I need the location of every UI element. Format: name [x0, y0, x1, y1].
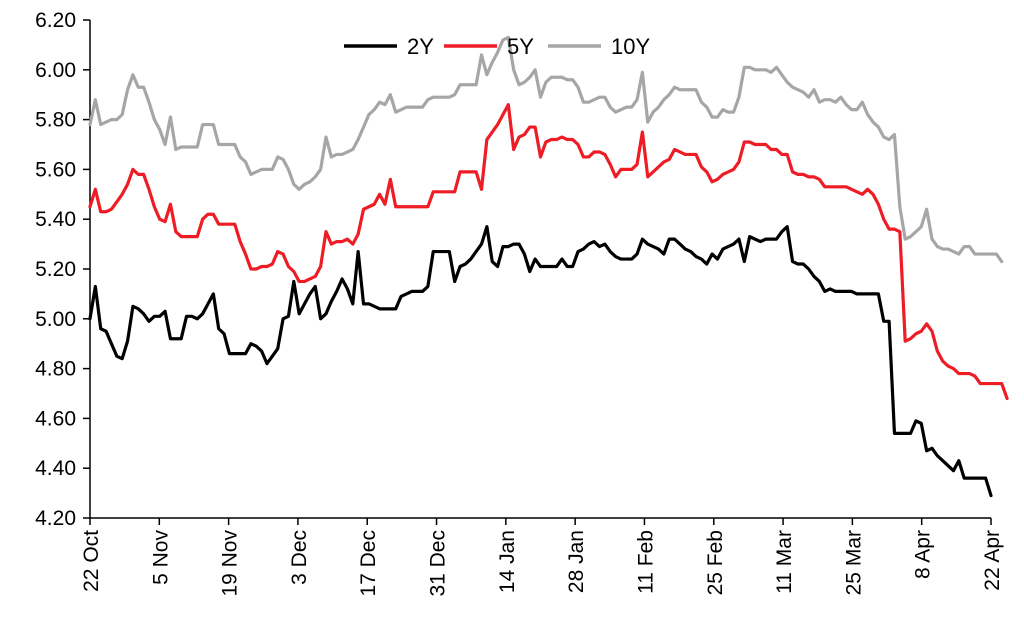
- x-tick-label: 8 Apr: [912, 530, 935, 579]
- legend-label-10y: 10Y: [611, 34, 650, 59]
- x-tick-label: 17 Dec: [357, 530, 380, 597]
- y-tick-label: 5.00: [35, 308, 76, 331]
- x-tick-label: 25 Feb: [704, 530, 727, 595]
- x-tick-label: 5 Nov: [149, 530, 172, 585]
- legend-label-5y: 5Y: [507, 34, 534, 59]
- x-tick-label: 28 Jan: [565, 530, 588, 593]
- y-tick-label: 6.00: [35, 59, 76, 82]
- y-tick-label: 4.80: [35, 358, 76, 381]
- legend: 2Y 5Y 10Y: [344, 34, 650, 59]
- y-tick-label: 6.20: [35, 9, 76, 32]
- x-tick-label: 25 Mar: [842, 530, 865, 595]
- y-tick-label: 5.40: [35, 208, 76, 231]
- x-tick-label: 22 Apr: [981, 530, 1004, 591]
- series-line-5y: [88, 103, 1009, 401]
- series-layer: [88, 35, 1009, 498]
- y-tick-label: 5.20: [35, 258, 76, 281]
- y-tick-label: 4.60: [35, 407, 76, 430]
- series-line-2y: [88, 225, 993, 498]
- x-axis: 22 Oct 5 Nov 19 Nov 3 Dec 17 Dec 31 Dec 14 Jan…: [80, 517, 1004, 597]
- x-tick-label: 11 Mar: [773, 530, 796, 594]
- x-tick-label: 22 Oct: [80, 530, 103, 592]
- x-tick-label: 14 Jan: [496, 530, 519, 593]
- series-line-10y: [88, 35, 1004, 264]
- x-tick-label: 19 Nov: [219, 530, 242, 597]
- y-tick-label: 5.80: [35, 109, 76, 132]
- y-tick-label: 4.20: [35, 507, 76, 530]
- legend-label-2y: 2Y: [407, 34, 434, 59]
- x-tick-label: 31 Dec: [427, 530, 450, 597]
- y-tick-label: 5.60: [35, 158, 76, 181]
- x-tick-label: 3 Dec: [288, 530, 311, 585]
- x-tick-label: 11 Feb: [634, 530, 657, 594]
- y-tick-label: 4.40: [35, 457, 76, 480]
- y-axis: 4.20 4.40 4.60 4.80 5.00 5.20 5.40 5.60 5.80 6.00…: [35, 9, 91, 530]
